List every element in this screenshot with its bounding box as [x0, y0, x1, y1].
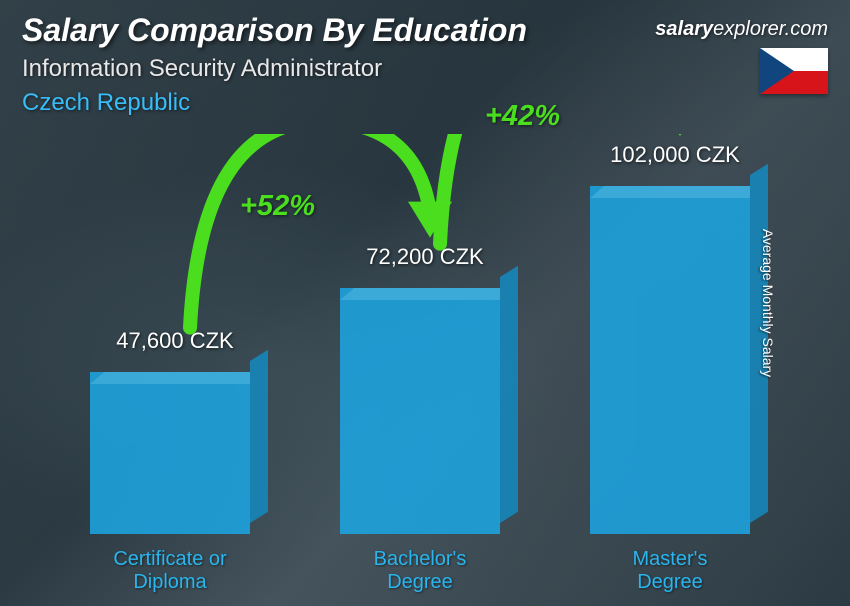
bar-top-face [90, 372, 264, 384]
subtitle: Information Security Administrator [22, 55, 828, 83]
bar-value-label: 102,000 CZK [585, 142, 765, 168]
bar [340, 288, 500, 534]
bar [90, 372, 250, 534]
bar [590, 186, 750, 534]
bar-value-label: 72,200 CZK [335, 244, 515, 270]
country-flag-icon [760, 48, 828, 94]
brand-domain: .com [785, 18, 828, 40]
salary-bar-chart: 47,600 CZKCertificate orDiploma72,200 CZ… [50, 160, 790, 534]
increase-label: +52% [240, 190, 315, 223]
country-label: Czech Republic [22, 89, 828, 117]
bar-top-face [590, 186, 764, 198]
brand-bold: salary [655, 18, 713, 40]
bar-category-label: Certificate orDiploma [80, 548, 260, 594]
bar-side-face [250, 349, 268, 523]
bar-category-label: Bachelor'sDegree [330, 548, 510, 594]
brand-rest: explorer [713, 18, 785, 40]
y-axis-label: Average Monthly Salary [760, 229, 776, 377]
brand-logo: salaryexplorer.com [655, 18, 828, 41]
bar-side-face [500, 265, 518, 523]
bar-category-label: Master'sDegree [580, 548, 760, 594]
increase-label: +42% [485, 100, 560, 133]
bar-top-face [340, 288, 514, 300]
bar-value-label: 47,600 CZK [85, 328, 265, 354]
